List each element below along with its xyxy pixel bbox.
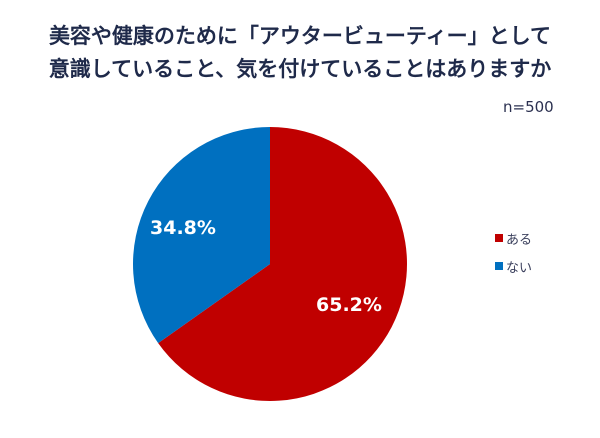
- legend-swatch-blue: [495, 262, 503, 270]
- legend-item-nai: ない: [495, 256, 532, 276]
- chart-title-line-1: 美容や健康のために「アウタービューティー」として: [48, 24, 552, 48]
- sample-size-label: n=500: [503, 98, 554, 116]
- data-label-nai: 34.8%: [150, 217, 216, 239]
- pie-slice-nai: [133, 127, 270, 344]
- legend-label: ある: [506, 232, 533, 248]
- legend-item-aru: ある: [495, 228, 532, 248]
- chart-title-line-2: 意識していること、気を付けていることはありますか: [48, 57, 552, 81]
- legend-label: ない: [506, 260, 533, 276]
- pie-slice-aru: [158, 127, 408, 401]
- legend-swatch-red: [495, 234, 503, 242]
- data-label-aru: 65.2%: [316, 294, 382, 316]
- chart-legend: ある ない: [495, 228, 532, 284]
